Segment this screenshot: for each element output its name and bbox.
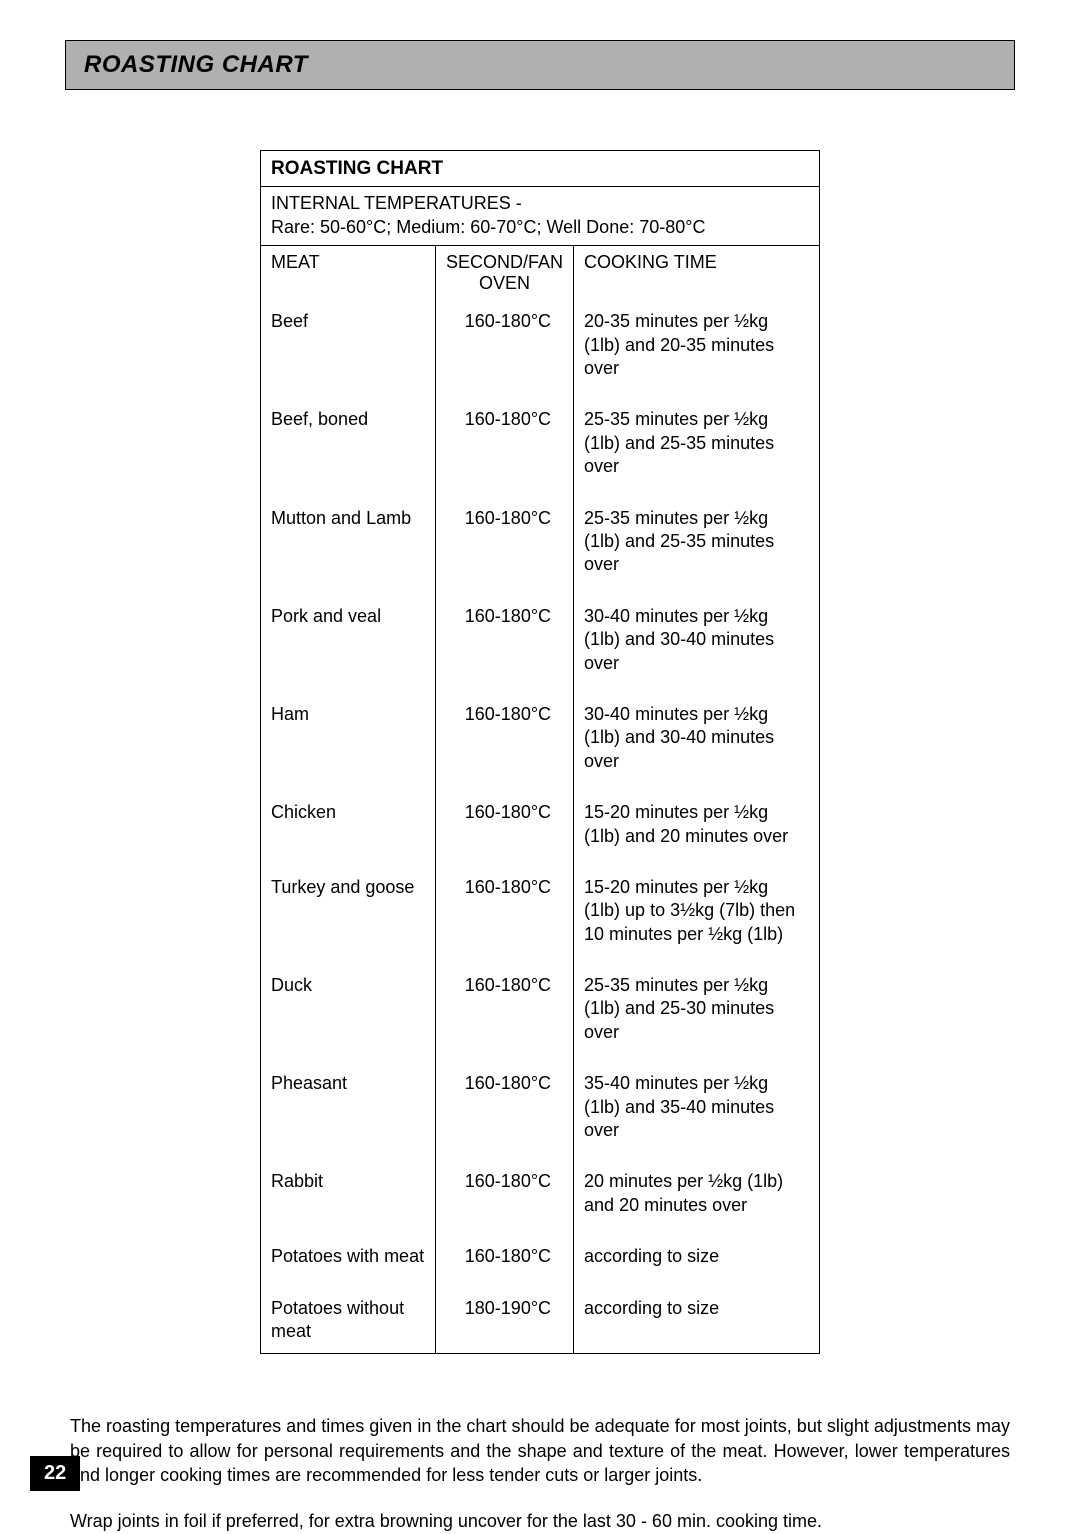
table-row: Beef160-180°C20-35 minutes per ½kg (1lb)…: [261, 304, 820, 402]
internal-temps-label: INTERNAL TEMPERATURES -: [271, 193, 522, 213]
table-row: Pork and veal160-180°C30-40 minutes per …: [261, 599, 820, 697]
cell-meat: Ham: [261, 697, 436, 795]
footer-para-1: The roasting temperatures and times give…: [70, 1414, 1010, 1487]
cell-meat: Potatoes with meat: [261, 1239, 436, 1290]
col-header-time: COOKING TIME: [574, 246, 820, 305]
cell-meat: Pheasant: [261, 1066, 436, 1164]
table-header-row: MEAT SECOND/FAN OVEN COOKING TIME: [261, 246, 820, 305]
cell-oven: 160-180°C: [436, 968, 574, 1066]
cell-meat: Pork and veal: [261, 599, 436, 697]
table-row: Potatoes with meat160-180°Caccording to …: [261, 1239, 820, 1290]
page-container: ROASTING CHART ROASTING CHART INTERNAL T…: [0, 0, 1080, 1534]
cell-time: 20-35 minutes per ½kg (1lb) and 20-35 mi…: [574, 304, 820, 402]
page-number: 22: [30, 1456, 80, 1491]
cell-time: 15-20 minutes per ½kg (1lb) and 20 minut…: [574, 795, 820, 870]
cell-time: according to size: [574, 1291, 820, 1354]
cell-time: 15-20 minutes per ½kg (1lb) up to 3½kg (…: [574, 870, 820, 968]
cell-time: 30-40 minutes per ½kg (1lb) and 30-40 mi…: [574, 697, 820, 795]
cell-meat: Turkey and goose: [261, 870, 436, 968]
cell-oven: 160-180°C: [436, 870, 574, 968]
cell-oven: 160-180°C: [436, 1066, 574, 1164]
cell-time: according to size: [574, 1239, 820, 1290]
cell-meat: Mutton and Lamb: [261, 501, 436, 599]
internal-temps-values: Rare: 50-60°C; Medium: 60-70°C; Well Don…: [271, 217, 705, 237]
cell-oven: 160-180°C: [436, 599, 574, 697]
cell-meat: Chicken: [261, 795, 436, 870]
cell-oven: 160-180°C: [436, 1164, 574, 1239]
table-body: Beef160-180°C20-35 minutes per ½kg (1lb)…: [261, 304, 820, 1354]
table-row: Beef, boned160-180°C25-35 minutes per ½k…: [261, 402, 820, 500]
cell-oven: 160-180°C: [436, 697, 574, 795]
table-row: Chicken160-180°C15-20 minutes per ½kg (1…: [261, 795, 820, 870]
cell-time: 25-35 minutes per ½kg (1lb) and 25-35 mi…: [574, 402, 820, 500]
cell-time: 35-40 minutes per ½kg (1lb) and 35-40 mi…: [574, 1066, 820, 1164]
table-row: Ham160-180°C30-40 minutes per ½kg (1lb) …: [261, 697, 820, 795]
footer-text: The roasting temperatures and times give…: [65, 1414, 1015, 1533]
table-row: Turkey and goose160-180°C15-20 minutes p…: [261, 870, 820, 968]
cell-meat: Rabbit: [261, 1164, 436, 1239]
cell-oven: 180-190°C: [436, 1291, 574, 1354]
table-row: Duck160-180°C25-35 minutes per ½kg (1lb)…: [261, 968, 820, 1066]
table-row: Potatoes without meat180-190°Caccording …: [261, 1291, 820, 1354]
cell-oven: 160-180°C: [436, 304, 574, 402]
cell-meat: Potatoes without meat: [261, 1291, 436, 1354]
roasting-table-wrapper: ROASTING CHART INTERNAL TEMPERATURES - R…: [260, 150, 820, 1354]
cell-time: 20 minutes per ½kg (1lb) and 20 minutes …: [574, 1164, 820, 1239]
cell-oven: 160-180°C: [436, 402, 574, 500]
cell-oven: 160-180°C: [436, 501, 574, 599]
col-header-oven: SECOND/FAN OVEN: [436, 246, 574, 305]
cell-meat: Duck: [261, 968, 436, 1066]
cell-time: 30-40 minutes per ½kg (1lb) and 30-40 mi…: [574, 599, 820, 697]
table-row: Rabbit160-180°C20 minutes per ½kg (1lb) …: [261, 1164, 820, 1239]
section-title: ROASTING CHART: [84, 51, 996, 79]
internal-temps-cell: INTERNAL TEMPERATURES - Rare: 50-60°C; M…: [261, 186, 820, 246]
cell-meat: Beef, boned: [261, 402, 436, 500]
footer-para-2: Wrap joints in foil if preferred, for ex…: [70, 1509, 1010, 1533]
table-title: ROASTING CHART: [261, 151, 820, 187]
table-row: Mutton and Lamb160-180°C25-35 minutes pe…: [261, 501, 820, 599]
roasting-table: ROASTING CHART INTERNAL TEMPERATURES - R…: [260, 150, 820, 1354]
col-header-meat: MEAT: [261, 246, 436, 305]
cell-time: 25-35 minutes per ½kg (1lb) and 25-30 mi…: [574, 968, 820, 1066]
cell-time: 25-35 minutes per ½kg (1lb) and 25-35 mi…: [574, 501, 820, 599]
cell-meat: Beef: [261, 304, 436, 402]
section-header: ROASTING CHART: [65, 40, 1015, 90]
table-row: Pheasant160-180°C35-40 minutes per ½kg (…: [261, 1066, 820, 1164]
cell-oven: 160-180°C: [436, 795, 574, 870]
cell-oven: 160-180°C: [436, 1239, 574, 1290]
